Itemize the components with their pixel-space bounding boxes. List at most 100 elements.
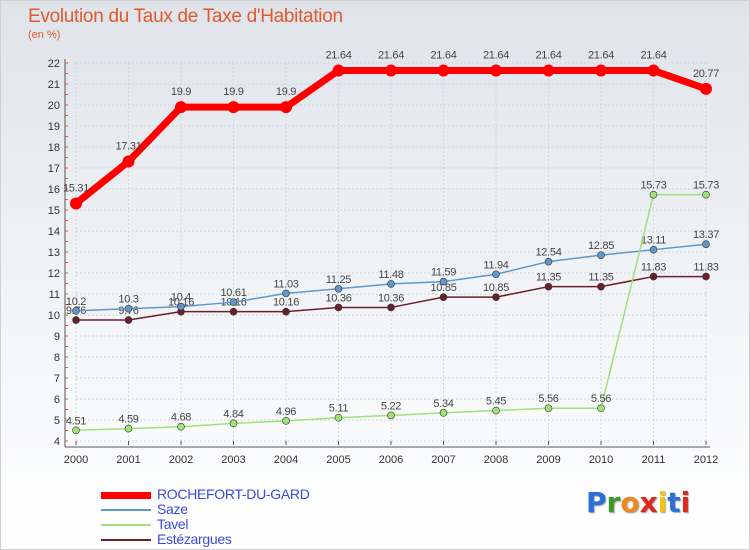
data-point-estezargues [282, 307, 290, 316]
data-point-tavel [124, 424, 133, 433]
data-label-saze: 12.85 [588, 240, 614, 252]
data-label-tavel: 5.22 [381, 400, 401, 412]
x-tick-label: 2007 [431, 454, 455, 466]
data-label-tavel: 5.11 [329, 403, 349, 415]
data-label-rochefort: 20.77 [693, 68, 719, 80]
data-label-tavel: 4.51 [66, 415, 86, 427]
y-axis-unit: (en %) [28, 29, 61, 41]
data-label-rochefort: 19.9 [276, 86, 296, 98]
data-label-saze: 11.59 [431, 267, 456, 279]
y-tick-label: 16 [48, 184, 60, 196]
data-point-rochefort [647, 64, 660, 77]
y-tick-label: 9 [54, 331, 60, 343]
data-point-tavel [72, 426, 80, 435]
data-point-tavel [702, 190, 710, 199]
data-point-rochefort [437, 64, 450, 77]
data-point-rochefort [280, 101, 292, 114]
y-tick-label: 18 [48, 142, 60, 154]
data-point-rochefort [542, 64, 555, 77]
data-point-rochefort [122, 155, 135, 168]
series-group: 9.769.7610.1610.1610.1610.3610.3610.8510… [63, 50, 719, 435]
data-point-estezargues [544, 282, 553, 291]
data-label-tavel: 5.34 [433, 398, 453, 410]
y-tick-label: 10 [48, 310, 60, 322]
data-label-rochefort: 21.64 [640, 50, 666, 62]
data-point-saze [492, 270, 500, 279]
data-label-rochefort: 21.64 [378, 50, 404, 62]
y-tick-label: 17 [48, 163, 60, 175]
axes: 4 5 6 7 8 9 10 11 12 13 14 15 16 17 18 19 20 21 22 2000 2001… [48, 58, 718, 466]
data-label-estezargues: 11.35 [536, 272, 561, 284]
data-label-rochefort: 21.64 [483, 50, 509, 62]
y-tick-label: 4 [54, 436, 60, 448]
x-tick-label: 2006 [379, 454, 403, 466]
legend-label-saze: Saze [157, 501, 188, 517]
data-label-tavel: 15.73 [640, 180, 666, 192]
data-point-saze [282, 289, 290, 298]
data-point-estezargues [72, 316, 80, 324]
logo-letter: i [657, 486, 668, 519]
y-tick-label: 19 [48, 121, 60, 133]
data-point-rochefort [700, 82, 712, 95]
data-point-rochefort [70, 197, 82, 210]
y-tick-label: 6 [54, 394, 60, 406]
data-point-rochefort [332, 64, 345, 77]
data-label-saze: 10.3 [118, 294, 138, 306]
data-point-estezargues [702, 272, 710, 281]
data-label-estezargues: 10.85 [430, 282, 456, 294]
data-point-estezargues [229, 307, 238, 316]
data-label-estezargues: 10.85 [483, 282, 509, 294]
data-label-saze: 11.48 [378, 269, 403, 281]
legend-label-rochefort: ROCHEFORT-DU-GARD [157, 486, 310, 502]
data-label-estezargues: 10.16 [273, 297, 299, 309]
data-label-tavel: 4.68 [171, 412, 191, 424]
grid [75, 62, 707, 442]
x-tick-label: 2000 [64, 454, 88, 466]
data-point-tavel [334, 413, 343, 422]
data-label-saze: 13.11 [641, 235, 666, 247]
data-label-tavel: 4.84 [223, 408, 243, 420]
data-label-rochefort: 17.31 [115, 140, 141, 152]
proxiti-logo: Proxiti [586, 486, 690, 519]
data-point-saze [649, 245, 658, 254]
y-tick-label: 5 [54, 415, 60, 427]
data-label-saze: 13.37 [693, 229, 719, 241]
data-label-tavel: 5.56 [591, 393, 611, 405]
data-label-saze: 10.61 [220, 287, 246, 299]
data-point-tavel [492, 406, 500, 415]
y-tick-label: 11 [49, 289, 60, 301]
data-point-estezargues [334, 303, 343, 312]
data-point-saze [544, 257, 553, 266]
data-point-tavel [387, 411, 395, 420]
data-point-estezargues [649, 272, 658, 281]
y-tick-label: 14 [48, 226, 60, 238]
data-point-tavel [597, 404, 605, 413]
data-point-estezargues [597, 282, 605, 291]
series-estezargues: 9.769.7610.1610.1610.1610.3610.3610.8510… [66, 262, 719, 324]
x-tick-label: 2001 [116, 454, 140, 466]
data-point-saze [439, 277, 448, 286]
x-tick-label: 2002 [169, 454, 193, 466]
series-saze: 10.2 10.3 10.4 10.61 11.03 11.25 11.48 11.59 11.… [66, 229, 719, 315]
data-point-estezargues [387, 303, 395, 312]
x-tick-label: 2003 [221, 454, 245, 466]
data-label-estezargues: 11.83 [693, 262, 718, 274]
data-point-saze [177, 302, 185, 311]
data-point-saze [72, 306, 80, 315]
data-point-rochefort [595, 64, 607, 77]
data-point-tavel [544, 404, 553, 413]
logo-letter: r [606, 486, 621, 519]
data-label-saze: 10.4 [171, 292, 191, 304]
data-label-rochefort: 21.64 [325, 50, 351, 62]
x-tick-label: 2005 [326, 454, 350, 466]
legend-swatch-tavel [101, 524, 151, 526]
logo-letter: t [667, 486, 681, 519]
data-point-rochefort [385, 64, 397, 77]
data-point-saze [229, 298, 238, 306]
data-label-saze: 11.94 [483, 259, 508, 271]
y-tick-label: 13 [48, 247, 60, 259]
data-point-tavel [177, 422, 185, 431]
x-tick-label: 2009 [536, 454, 560, 466]
